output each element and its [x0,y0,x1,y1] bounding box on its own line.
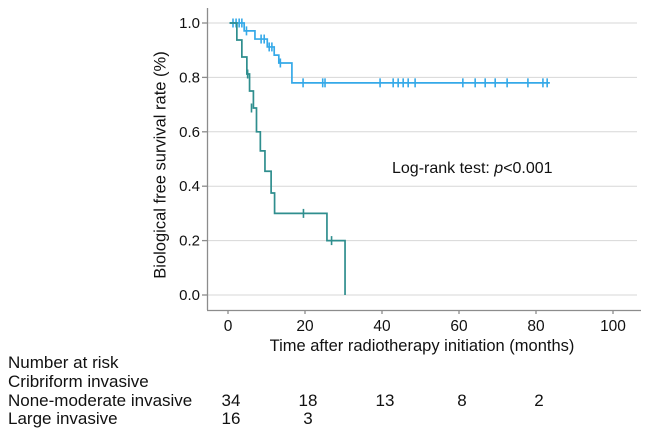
logrank-annotation-suffix: <0.001 [503,160,553,177]
y-tick-label: 0.6 [179,124,200,141]
risk-count: 34 [221,390,241,410]
x-tick-label: 80 [527,318,545,335]
risk-table-group-label: Cribriform invasive [8,372,149,391]
y-tick-label: 0.2 [179,233,200,250]
risk-count: 16 [221,409,241,428]
x-axis-title: Time after radiotherapy initiation (mont… [269,337,575,355]
x-tick-label: 40 [373,318,391,335]
y-axis-title: Biological free survival rate (%) [151,51,170,279]
survival-curve-large-invasive [229,22,346,295]
y-tick-label: 0.8 [179,69,200,86]
risk-row-label-large: Large invasive [8,409,118,428]
y-tick-label: 0.0 [179,287,200,304]
y-tick-label: 0.4 [179,178,200,195]
risk-row-label-none-moderate: None-moderate invasive [8,390,193,410]
logrank-annotation: Log-rank test: p<0.001 [392,160,553,178]
risk-count: 3 [303,409,313,428]
x-tick-label: 60 [450,318,468,335]
survival-curve-none-moderate-invasive [229,22,550,84]
y-tick-label: 1.0 [179,15,200,32]
logrank-annotation-pvalue-symbol: p [494,160,504,177]
logrank-annotation-prefix: Log-rank test: [392,160,495,177]
x-tick-label: 20 [296,318,314,335]
x-tick-label: 100 [600,318,626,335]
risk-count: 2 [534,390,544,410]
risk-table-header: Number at risk [8,353,119,372]
risk-count: 18 [298,390,318,410]
x-tick-label: 0 [224,318,233,335]
risk-count: 8 [457,390,467,410]
risk-count: 13 [375,390,395,410]
